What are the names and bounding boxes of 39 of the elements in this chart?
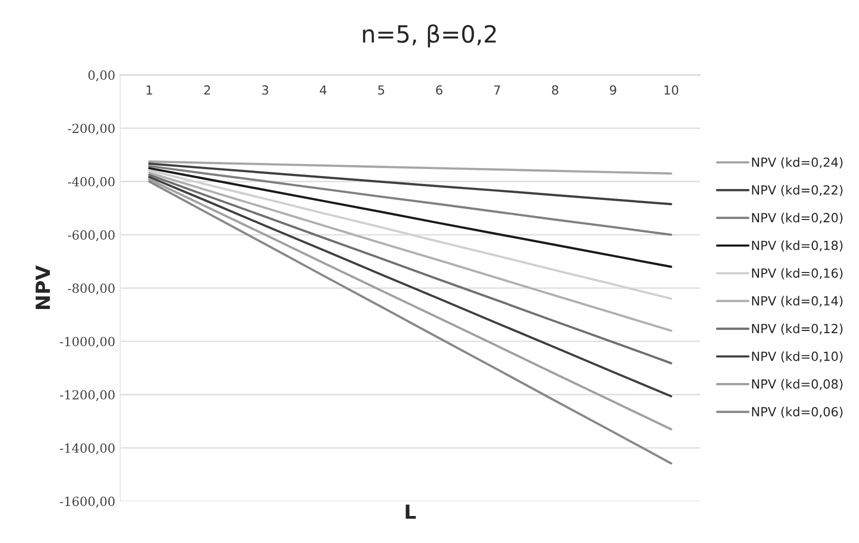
x-axis-title: L <box>406 504 416 519</box>
legend-label: NPV (kd=0,18) <box>752 240 842 252</box>
x-tick-label: 1 <box>146 85 152 95</box>
y-tick-label: -400,00 <box>68 176 115 188</box>
x-tick-label: 4 <box>320 85 326 95</box>
x-tick-label: 6 <box>436 85 442 95</box>
legend-label: NPV (kd=0,06) <box>752 406 842 418</box>
legend-label: NPV (kd=0,20) <box>752 212 842 224</box>
line-series <box>148 160 672 175</box>
x-tick-label: 10 <box>664 85 678 95</box>
y-tick-label: -1400,00 <box>60 443 115 454</box>
chart-title: n=5, β=0,2 <box>363 24 496 48</box>
legend-label: NPV (kd=0,10) <box>752 351 842 362</box>
line-series <box>148 169 672 300</box>
line-series <box>148 172 672 332</box>
legend-label: NPV (kd=0,22) <box>752 184 842 196</box>
line-series <box>148 174 672 364</box>
x-tick-label: 5 <box>378 85 384 95</box>
y-tick-label: -800,00 <box>68 284 115 295</box>
legend-label: NPV (kd=0,08) <box>752 379 842 390</box>
x-tick-label: 3 <box>262 85 268 95</box>
y-axis-title: NPV <box>36 265 50 310</box>
y-tick-label: -1600,00 <box>60 496 115 508</box>
x-tick-label: 7 <box>494 85 500 95</box>
line-series <box>148 167 672 268</box>
y-tick-label: 0,00 <box>88 70 115 82</box>
x-tick-label: 2 <box>204 85 210 95</box>
legend-label: NPV (kd=0,24) <box>752 157 842 168</box>
x-tick-label: 9 <box>610 85 616 95</box>
line-series <box>148 162 672 206</box>
y-tick-label: -600,00 <box>68 230 115 242</box>
legend-label: NPV (kd=0,12) <box>752 324 842 335</box>
line-series <box>148 164 672 236</box>
y-tick-label: -1200,00 <box>60 390 115 402</box>
y-tick-label: -1000,00 <box>60 336 115 348</box>
legend-label: NPV (kd=0,14) <box>752 296 842 308</box>
x-tick-label: 8 <box>552 85 558 95</box>
y-tick-label: -200,00 <box>68 124 115 135</box>
legend-label: NPV (kd=0,16) <box>752 268 842 280</box>
